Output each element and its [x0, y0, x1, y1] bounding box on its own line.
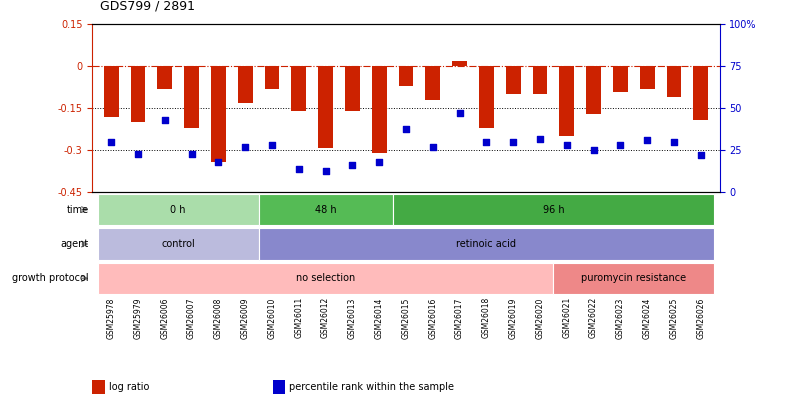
- Bar: [666, 66, 681, 97]
- Point: [158, 117, 171, 124]
- Point: [265, 142, 278, 149]
- Text: GSM26019: GSM26019: [508, 297, 517, 339]
- Point: [292, 166, 305, 172]
- Text: GSM25978: GSM25978: [107, 297, 116, 339]
- Point: [238, 144, 251, 150]
- Text: control: control: [161, 239, 195, 249]
- Point: [399, 125, 412, 132]
- Point: [479, 139, 492, 145]
- Text: GSM26006: GSM26006: [160, 297, 169, 339]
- Bar: [104, 66, 119, 117]
- Point: [345, 162, 358, 169]
- FancyBboxPatch shape: [392, 194, 713, 226]
- Point: [185, 151, 198, 157]
- Point: [694, 152, 707, 159]
- Text: GSM26016: GSM26016: [428, 297, 437, 339]
- Text: GSM26014: GSM26014: [374, 297, 383, 339]
- Text: retinoic acid: retinoic acid: [456, 239, 516, 249]
- Text: log ratio: log ratio: [109, 382, 149, 392]
- Bar: [532, 66, 547, 94]
- Bar: [272, 380, 284, 394]
- Text: GSM26021: GSM26021: [561, 297, 571, 339]
- Bar: [585, 66, 601, 114]
- Point: [104, 139, 117, 145]
- Point: [640, 137, 653, 143]
- Text: GSM26007: GSM26007: [187, 297, 196, 339]
- Text: 48 h: 48 h: [315, 205, 336, 215]
- Text: agent: agent: [60, 239, 88, 249]
- Text: GSM26026: GSM26026: [695, 297, 704, 339]
- Point: [560, 142, 573, 149]
- Text: GSM26017: GSM26017: [454, 297, 463, 339]
- Text: GSM26015: GSM26015: [401, 297, 410, 339]
- Point: [373, 159, 385, 165]
- Point: [506, 139, 519, 145]
- Bar: [344, 66, 360, 111]
- Text: percentile rank within the sample: percentile rank within the sample: [289, 382, 454, 392]
- FancyBboxPatch shape: [98, 228, 259, 260]
- Bar: [157, 66, 172, 89]
- Text: time: time: [66, 205, 88, 215]
- Point: [533, 135, 546, 142]
- Bar: [318, 66, 332, 147]
- Text: GSM26025: GSM26025: [669, 297, 678, 339]
- Bar: [505, 66, 520, 94]
- Text: GSM26013: GSM26013: [348, 297, 357, 339]
- Point: [132, 151, 145, 157]
- FancyBboxPatch shape: [552, 262, 713, 294]
- FancyBboxPatch shape: [98, 262, 552, 294]
- Bar: [639, 66, 654, 89]
- Text: GSM26020: GSM26020: [535, 297, 544, 339]
- Bar: [291, 66, 306, 111]
- Bar: [425, 66, 440, 100]
- Text: growth protocol: growth protocol: [12, 273, 88, 283]
- Point: [212, 159, 225, 165]
- FancyBboxPatch shape: [259, 194, 392, 226]
- Bar: [693, 66, 707, 119]
- Bar: [264, 66, 279, 89]
- Point: [426, 144, 438, 150]
- Bar: [613, 66, 627, 92]
- Bar: [559, 66, 573, 136]
- Text: puromycin resistance: puromycin resistance: [581, 273, 686, 283]
- Bar: [371, 66, 386, 153]
- Text: GSM26011: GSM26011: [294, 297, 303, 339]
- Text: 0 h: 0 h: [170, 205, 185, 215]
- Text: GSM26024: GSM26024: [642, 297, 651, 339]
- FancyBboxPatch shape: [98, 194, 259, 226]
- Point: [666, 139, 679, 145]
- Text: GSM26009: GSM26009: [240, 297, 250, 339]
- Point: [586, 147, 599, 153]
- Bar: [210, 66, 226, 162]
- Point: [613, 142, 626, 149]
- Text: 96 h: 96 h: [542, 205, 564, 215]
- Text: GSM26008: GSM26008: [214, 297, 222, 339]
- Bar: [238, 66, 252, 103]
- Bar: [184, 66, 199, 128]
- Text: GSM25979: GSM25979: [133, 297, 142, 339]
- Text: GSM26012: GSM26012: [320, 297, 330, 339]
- Text: GSM26022: GSM26022: [589, 297, 597, 339]
- Bar: [451, 61, 467, 66]
- Text: GSM26018: GSM26018: [481, 297, 491, 339]
- Text: GSM26010: GSM26010: [267, 297, 276, 339]
- Text: GSM26023: GSM26023: [615, 297, 624, 339]
- Bar: [130, 66, 145, 122]
- Text: GDS799 / 2891: GDS799 / 2891: [100, 0, 195, 12]
- Point: [319, 167, 332, 174]
- Bar: [92, 380, 104, 394]
- Text: no selection: no selection: [296, 273, 355, 283]
- Bar: [479, 66, 493, 128]
- Point: [453, 110, 466, 117]
- Bar: [398, 66, 413, 86]
- FancyBboxPatch shape: [259, 228, 713, 260]
